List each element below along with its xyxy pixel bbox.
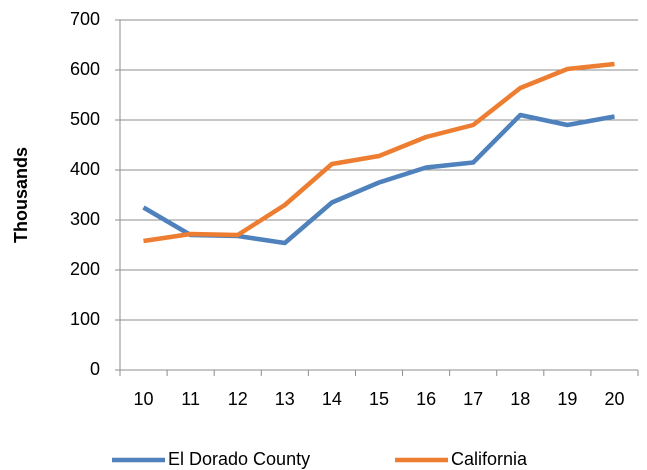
x-tick-label: 13 [275, 389, 295, 409]
series-line [143, 61, 615, 244]
y-tick-label: 500 [70, 109, 100, 129]
x-tick-label: 17 [463, 389, 483, 409]
legend-label: California [451, 449, 528, 469]
x-tick-label: 15 [369, 389, 389, 409]
x-tick-label: 18 [510, 389, 530, 409]
y-tick-label: 700 [70, 9, 100, 29]
y-tick-label: 600 [70, 59, 100, 79]
x-tick-label: 19 [557, 389, 577, 409]
y-tick-label: 200 [70, 259, 100, 279]
x-tick-label: 16 [416, 389, 436, 409]
x-tick-label: 10 [134, 389, 154, 409]
y-tick-label: 400 [70, 159, 100, 179]
legend-label: El Dorado County [168, 449, 310, 469]
x-tick-label: 12 [228, 389, 248, 409]
series-line [142, 112, 615, 246]
x-tick-label: 20 [604, 389, 624, 409]
y-tick-label: 0 [90, 359, 100, 379]
y-axis-label: Thousands [11, 147, 31, 243]
y-tick-label: 100 [70, 309, 100, 329]
x-tick-label: 14 [322, 389, 342, 409]
y-tick-label: 300 [70, 209, 100, 229]
x-tick-label: 11 [181, 389, 200, 409]
